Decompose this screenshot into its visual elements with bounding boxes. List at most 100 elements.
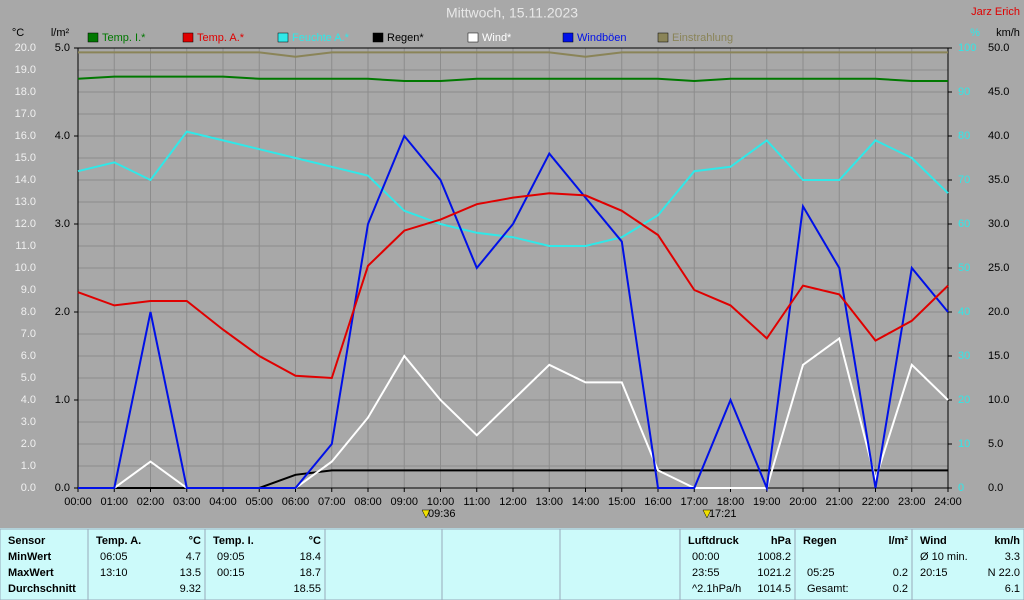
x-tick-label: 19:00 xyxy=(753,496,781,508)
y3-tick-label: 40.0 xyxy=(988,130,1009,142)
y2-tick-label: 30 xyxy=(958,350,970,362)
y-tick-label: 18.0 xyxy=(15,86,36,98)
x-tick-label: 01:00 xyxy=(100,496,128,508)
table-cell-text: Gesamt: xyxy=(807,583,849,595)
y-tick-label: 19.0 xyxy=(15,64,36,76)
unit-label: l/m² xyxy=(51,27,70,39)
y-tick-label: 12.0 xyxy=(15,218,36,230)
y4-tick-label: 4.0 xyxy=(55,130,70,142)
x-tick-label: 15:00 xyxy=(608,496,636,508)
legend-label: Wind* xyxy=(482,32,512,44)
table-header: Sensor xyxy=(8,535,46,547)
x-tick-label: 13:00 xyxy=(535,496,563,508)
y2-tick-label: 70 xyxy=(958,174,970,186)
y-tick-label: 7.0 xyxy=(21,328,36,340)
table-cell-text: 0.2 xyxy=(893,583,908,595)
table-header: l/m² xyxy=(888,535,908,547)
legend-label: Einstrahlung xyxy=(672,32,733,44)
y2-tick-label: 10 xyxy=(958,438,970,450)
y3-tick-label: 30.0 xyxy=(988,218,1009,230)
table-header: km/h xyxy=(994,535,1020,547)
y2-tick-label: 60 xyxy=(958,218,970,230)
table-cell-text: 13.5 xyxy=(180,567,201,579)
y3-tick-label: 50.0 xyxy=(988,42,1009,54)
x-tick-label: 05:00 xyxy=(245,496,273,508)
x-tick-label: 10:00 xyxy=(427,496,455,508)
legend-swatch xyxy=(657,32,669,43)
series-line xyxy=(77,130,949,247)
table-cell-text: 00:00 xyxy=(692,551,720,563)
table-cell-text: 05:25 xyxy=(807,567,835,579)
table-cell-text: 1014.5 xyxy=(757,583,791,595)
table-cell xyxy=(911,528,1024,600)
table-cell-text: Durchschnitt xyxy=(8,583,76,595)
legend-swatch xyxy=(372,32,384,43)
y-tick-label: 14.0 xyxy=(15,174,36,186)
series-line xyxy=(77,192,949,380)
y3-tick-label: 25.0 xyxy=(988,262,1009,274)
y-tick-label: 1.0 xyxy=(21,460,36,472)
table-cell-text: 00:15 xyxy=(217,567,245,579)
table-cell-text: 18.55 xyxy=(293,583,321,595)
series-line xyxy=(78,134,949,492)
table-cell-text: 0.2 xyxy=(893,567,908,579)
table-header: Regen xyxy=(803,535,837,547)
y-tick-label: 11.0 xyxy=(15,240,36,252)
x-tick-label: 08:00 xyxy=(354,496,382,508)
table-cell-text: 9.32 xyxy=(180,583,201,595)
legend-label: Regen* xyxy=(387,32,424,44)
x-tick-label: 23:00 xyxy=(898,496,926,508)
y-tick-label: 15.0 xyxy=(15,152,36,164)
y-tick-label: 5.0 xyxy=(21,372,36,384)
x-tick-label: 04:00 xyxy=(209,496,237,508)
plot-frame xyxy=(77,47,949,489)
x-tick-label: 09:00 xyxy=(390,496,418,508)
y-tick-label: 13.0 xyxy=(15,196,36,208)
y-tick-label: 16.0 xyxy=(15,130,36,142)
table-cell-text: 3.3 xyxy=(1005,551,1020,563)
series-line xyxy=(77,75,948,83)
sun-icon xyxy=(421,509,431,519)
y-tick-label: 0.0 xyxy=(21,482,36,494)
x-tick-label: 02:00 xyxy=(137,496,165,508)
x-tick-label: 17:00 xyxy=(680,496,708,508)
table-cell-text: 6.1 xyxy=(1005,583,1020,595)
y3-tick-label: 35.0 xyxy=(988,174,1009,186)
table-header: hPa xyxy=(771,535,792,547)
y3-tick-label: 5.0 xyxy=(988,438,1003,450)
y4-tick-label: 3.0 xyxy=(55,218,70,230)
y-tick-label: 2.0 xyxy=(21,438,36,450)
legend-swatch xyxy=(277,32,289,43)
table-cell-text: 09:05 xyxy=(217,551,245,563)
x-tick-label: 20:00 xyxy=(789,496,817,508)
legend-label: Temp. I.* xyxy=(102,32,146,44)
y-tick-label: 3.0 xyxy=(21,416,36,428)
x-tick-label: 18:00 xyxy=(717,496,745,508)
table-cell-text: 18.7 xyxy=(300,567,321,579)
legend-swatch xyxy=(182,32,194,43)
table-cell-text: Ø 10 min. xyxy=(920,551,968,563)
table-header: °C xyxy=(189,535,201,547)
unit-label: % xyxy=(970,27,980,39)
table-header: Temp. I. xyxy=(213,535,254,547)
legend-swatch xyxy=(562,32,574,43)
y-tick-label: 9.0 xyxy=(21,284,36,296)
y-tick-label: 6.0 xyxy=(21,350,36,362)
series-line xyxy=(78,51,948,58)
table-cell-text: 23:55 xyxy=(692,567,720,579)
stats-table xyxy=(0,528,1024,600)
legend-swatch xyxy=(87,32,99,43)
x-tick-label: 14:00 xyxy=(572,496,600,508)
table-cell-text: N 22.0 xyxy=(988,567,1020,579)
author: Jarz Erich xyxy=(971,6,1020,18)
y3-tick-label: 20.0 xyxy=(988,306,1009,318)
y4-tick-label: 2.0 xyxy=(55,306,70,318)
table-cell-text: 20:15 xyxy=(920,567,948,579)
x-tick-label: 21:00 xyxy=(825,496,853,508)
y3-tick-label: 0.0 xyxy=(988,482,1003,494)
y4-tick-label: 1.0 xyxy=(55,394,70,406)
table-cell-text: 1021.2 xyxy=(757,567,791,579)
y2-tick-label: 80 xyxy=(958,130,970,142)
unit-label: km/h xyxy=(996,27,1020,39)
